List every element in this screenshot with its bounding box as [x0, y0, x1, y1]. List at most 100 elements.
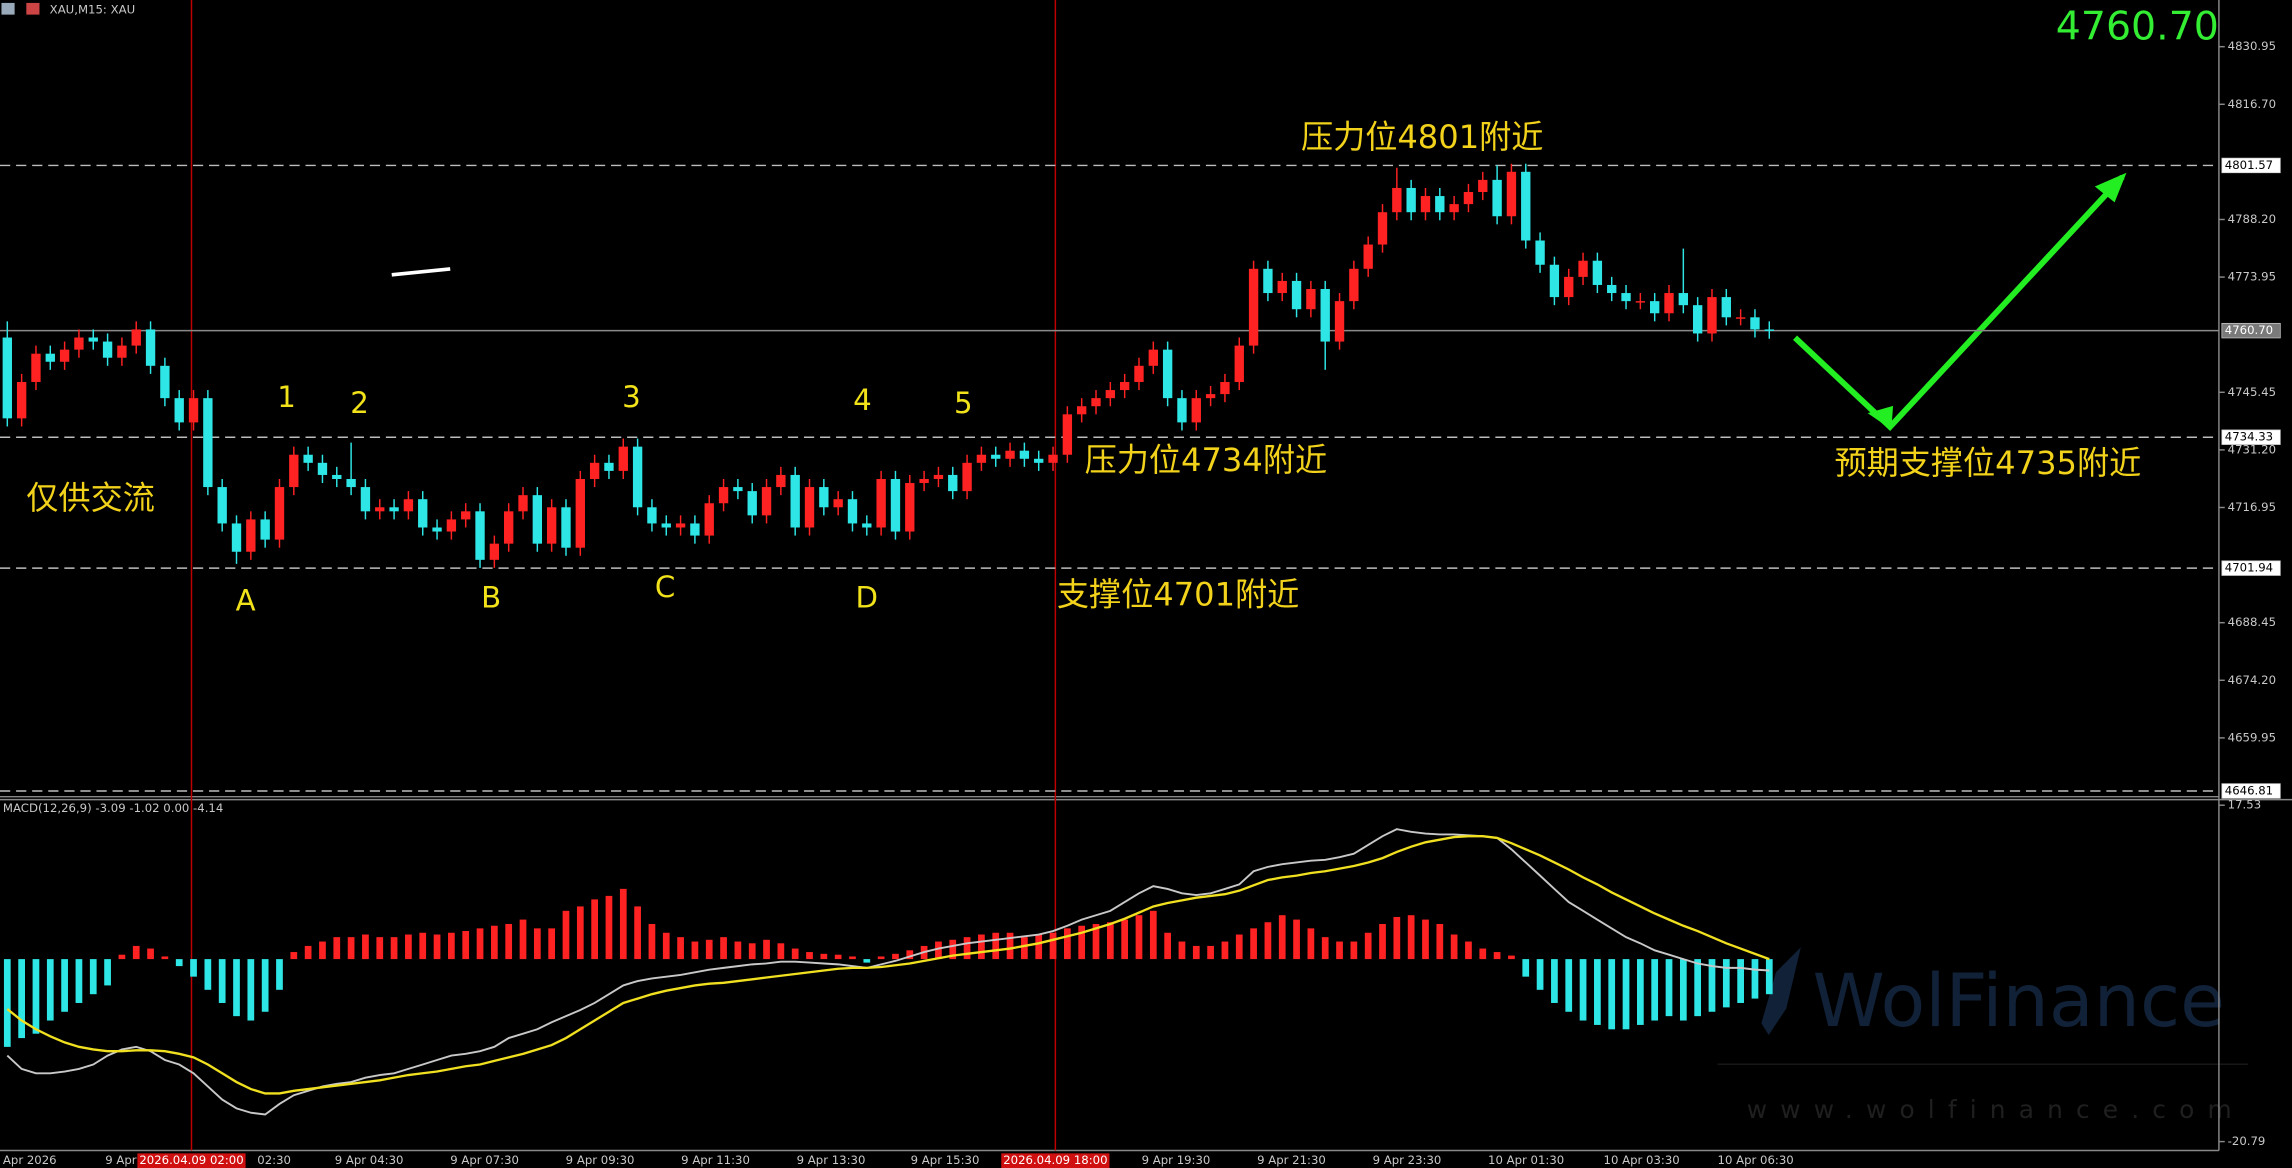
histogram-bar: [18, 959, 25, 1039]
toolbar-icon[interactable]: [1, 2, 15, 15]
histogram-bar: [419, 932, 427, 960]
level-label-box: [2221, 322, 2281, 339]
histogram-bar: [1006, 932, 1014, 960]
candle-body: [675, 523, 686, 528]
histogram-bar: [304, 945, 312, 960]
histogram-bar: [834, 954, 842, 960]
level-label: 4760.70: [2225, 323, 2273, 337]
y-tick-label: 17.53: [2228, 798, 2261, 812]
histogram-bar: [218, 959, 226, 1003]
histogram-bar: [1364, 932, 1372, 960]
candle-body: [1435, 196, 1445, 213]
x-tick-label: 9 Apr 13:30: [797, 1153, 866, 1167]
candle-body: [1764, 329, 1774, 331]
histogram-bar: [1393, 916, 1401, 960]
candle-body: [1392, 187, 1402, 213]
histogram-bar: [892, 953, 899, 960]
candle-body: [804, 487, 815, 528]
watermark-brand: WolFinance: [1813, 959, 2226, 1044]
candle-body: [1134, 365, 1144, 382]
histogram-bar: [533, 928, 541, 960]
time-marker-box: [137, 1153, 246, 1168]
candle-body: [317, 462, 328, 475]
last-price: 4760.70: [2056, 4, 2219, 50]
histogram-bar: [390, 937, 398, 960]
histogram-bar: [677, 937, 684, 960]
histogram-bar: [1178, 941, 1186, 960]
candle-body: [1048, 454, 1058, 463]
histogram-bar: [1679, 959, 1687, 1021]
candle-body: [690, 523, 700, 536]
annotation: 仅供交流: [26, 479, 155, 517]
candle-body: [1334, 301, 1345, 342]
histogram-bar: [1106, 922, 1114, 960]
histogram-bar: [1579, 959, 1587, 1021]
candle-body: [145, 329, 156, 366]
candle-body: [289, 454, 299, 488]
wave-label: 4: [853, 383, 872, 417]
candle-body: [1277, 280, 1287, 294]
histogram-bar: [1737, 959, 1744, 1003]
histogram-bar: [261, 959, 269, 1012]
histogram-bar: [1608, 959, 1616, 1030]
candle-body: [1549, 264, 1560, 298]
histogram-bar: [3, 959, 11, 1047]
histogram-bar: [1149, 910, 1157, 960]
candle-body: [561, 507, 571, 548]
histogram-bar: [863, 959, 871, 963]
x-tick-label: 9 Apr: [105, 1153, 137, 1167]
macd-title: MACD(12,26,9) -3.09 -1.02 0.00 -4.14: [3, 801, 223, 815]
candle-body: [1592, 260, 1603, 285]
histogram-bar: [691, 941, 699, 960]
histogram-bar: [118, 954, 126, 960]
candle-body: [59, 349, 70, 362]
candle-body: [962, 462, 972, 492]
candle-body: [933, 474, 944, 479]
candle-body: [1349, 268, 1359, 302]
histogram-bar: [1293, 919, 1300, 960]
histogram-bar: [376, 937, 384, 960]
annotation: 支撑位4701附近: [1057, 575, 1299, 613]
wave-label: 5: [954, 386, 973, 420]
candle-body: [88, 337, 98, 342]
candle-body: [1750, 317, 1760, 330]
level-label: 4701.94: [2225, 561, 2273, 575]
y-tick-label: 4716.95: [2228, 500, 2276, 514]
candle-body: [1291, 280, 1302, 310]
annotation: 预期支撑位4735附近: [1834, 444, 2141, 482]
histogram-bar: [1092, 923, 1100, 960]
arrow-head: [2094, 172, 2127, 203]
level-label-box: [2221, 429, 2281, 445]
histogram-bar: [1708, 959, 1716, 1012]
histogram-bar: [1636, 959, 1644, 1025]
candle-body: [1535, 240, 1545, 265]
histogram-bar: [333, 937, 341, 960]
histogram-bar: [505, 923, 513, 960]
x-tick-label: 9 Apr 21:30: [1257, 1153, 1326, 1167]
candle-body: [575, 478, 585, 548]
candle-body: [1664, 293, 1674, 314]
candle-body: [761, 487, 772, 516]
candle-body: [976, 454, 987, 463]
candle-body: [1306, 289, 1316, 310]
histogram-bar: [1164, 932, 1171, 960]
arrow-tip: [1867, 405, 1894, 430]
histogram-bar: [963, 937, 971, 960]
candle-body: [274, 487, 285, 540]
histogram-bar: [1264, 922, 1272, 960]
histogram-bar: [1379, 923, 1386, 960]
x-tick-label: 02:30: [257, 1153, 291, 1167]
histogram-bar: [290, 952, 298, 960]
wave-label: 2: [350, 386, 369, 420]
toolbar-icon[interactable]: [26, 2, 40, 15]
histogram-bar: [433, 934, 441, 960]
x-tick-label: 9 Apr 19:30: [1142, 1153, 1211, 1167]
candle-body: [546, 507, 557, 544]
candle-body: [733, 487, 743, 492]
candle-body: [718, 487, 729, 504]
wave-label: 1: [277, 380, 296, 414]
histogram-bar: [1536, 959, 1544, 990]
watermark-logo: [1724, 947, 1801, 1035]
x-tick-label: 10 Apr 03:30: [1604, 1153, 1680, 1167]
